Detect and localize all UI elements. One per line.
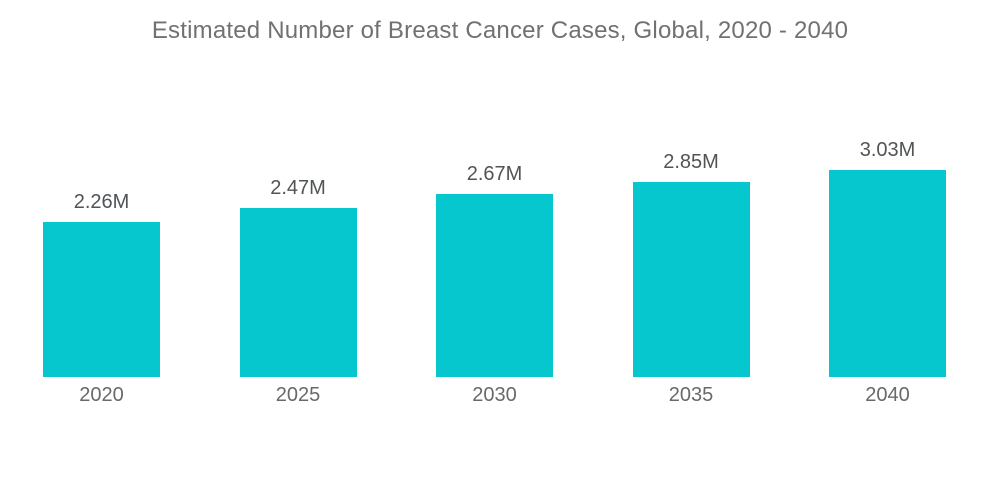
x-axis-label: 2035: [668, 384, 714, 406]
bar-value-label: 2.26M: [73, 191, 130, 213]
bar-group: 2.26M 2020: [43, 191, 160, 406]
bar-group: 2.85M 2035: [632, 151, 750, 406]
bar-2025[interactable]: [239, 208, 357, 377]
bar-group: 2.47M 2025: [239, 177, 357, 406]
bar-2030[interactable]: [436, 194, 553, 377]
bar-value-label: 3.03M: [859, 139, 916, 161]
x-axis-label: 2040: [865, 384, 910, 406]
bar-value-label: 2.85M: [663, 151, 719, 173]
bar-group: 2.67M 2030: [436, 163, 553, 406]
x-axis-label: 2025: [275, 384, 321, 406]
bar-2035[interactable]: [632, 182, 750, 377]
bar-2040[interactable]: [829, 170, 946, 377]
bar-value-label: 2.67M: [466, 163, 523, 185]
bar-group: 3.03M 2040: [829, 139, 946, 406]
bar-2020[interactable]: [43, 222, 160, 377]
x-axis-label: 2030: [472, 384, 517, 406]
x-axis-label: 2020: [79, 384, 124, 406]
chart-title: Estimated Number of Breast Cancer Cases,…: [151, 17, 849, 44]
bar-value-label: 2.47M: [270, 177, 326, 199]
